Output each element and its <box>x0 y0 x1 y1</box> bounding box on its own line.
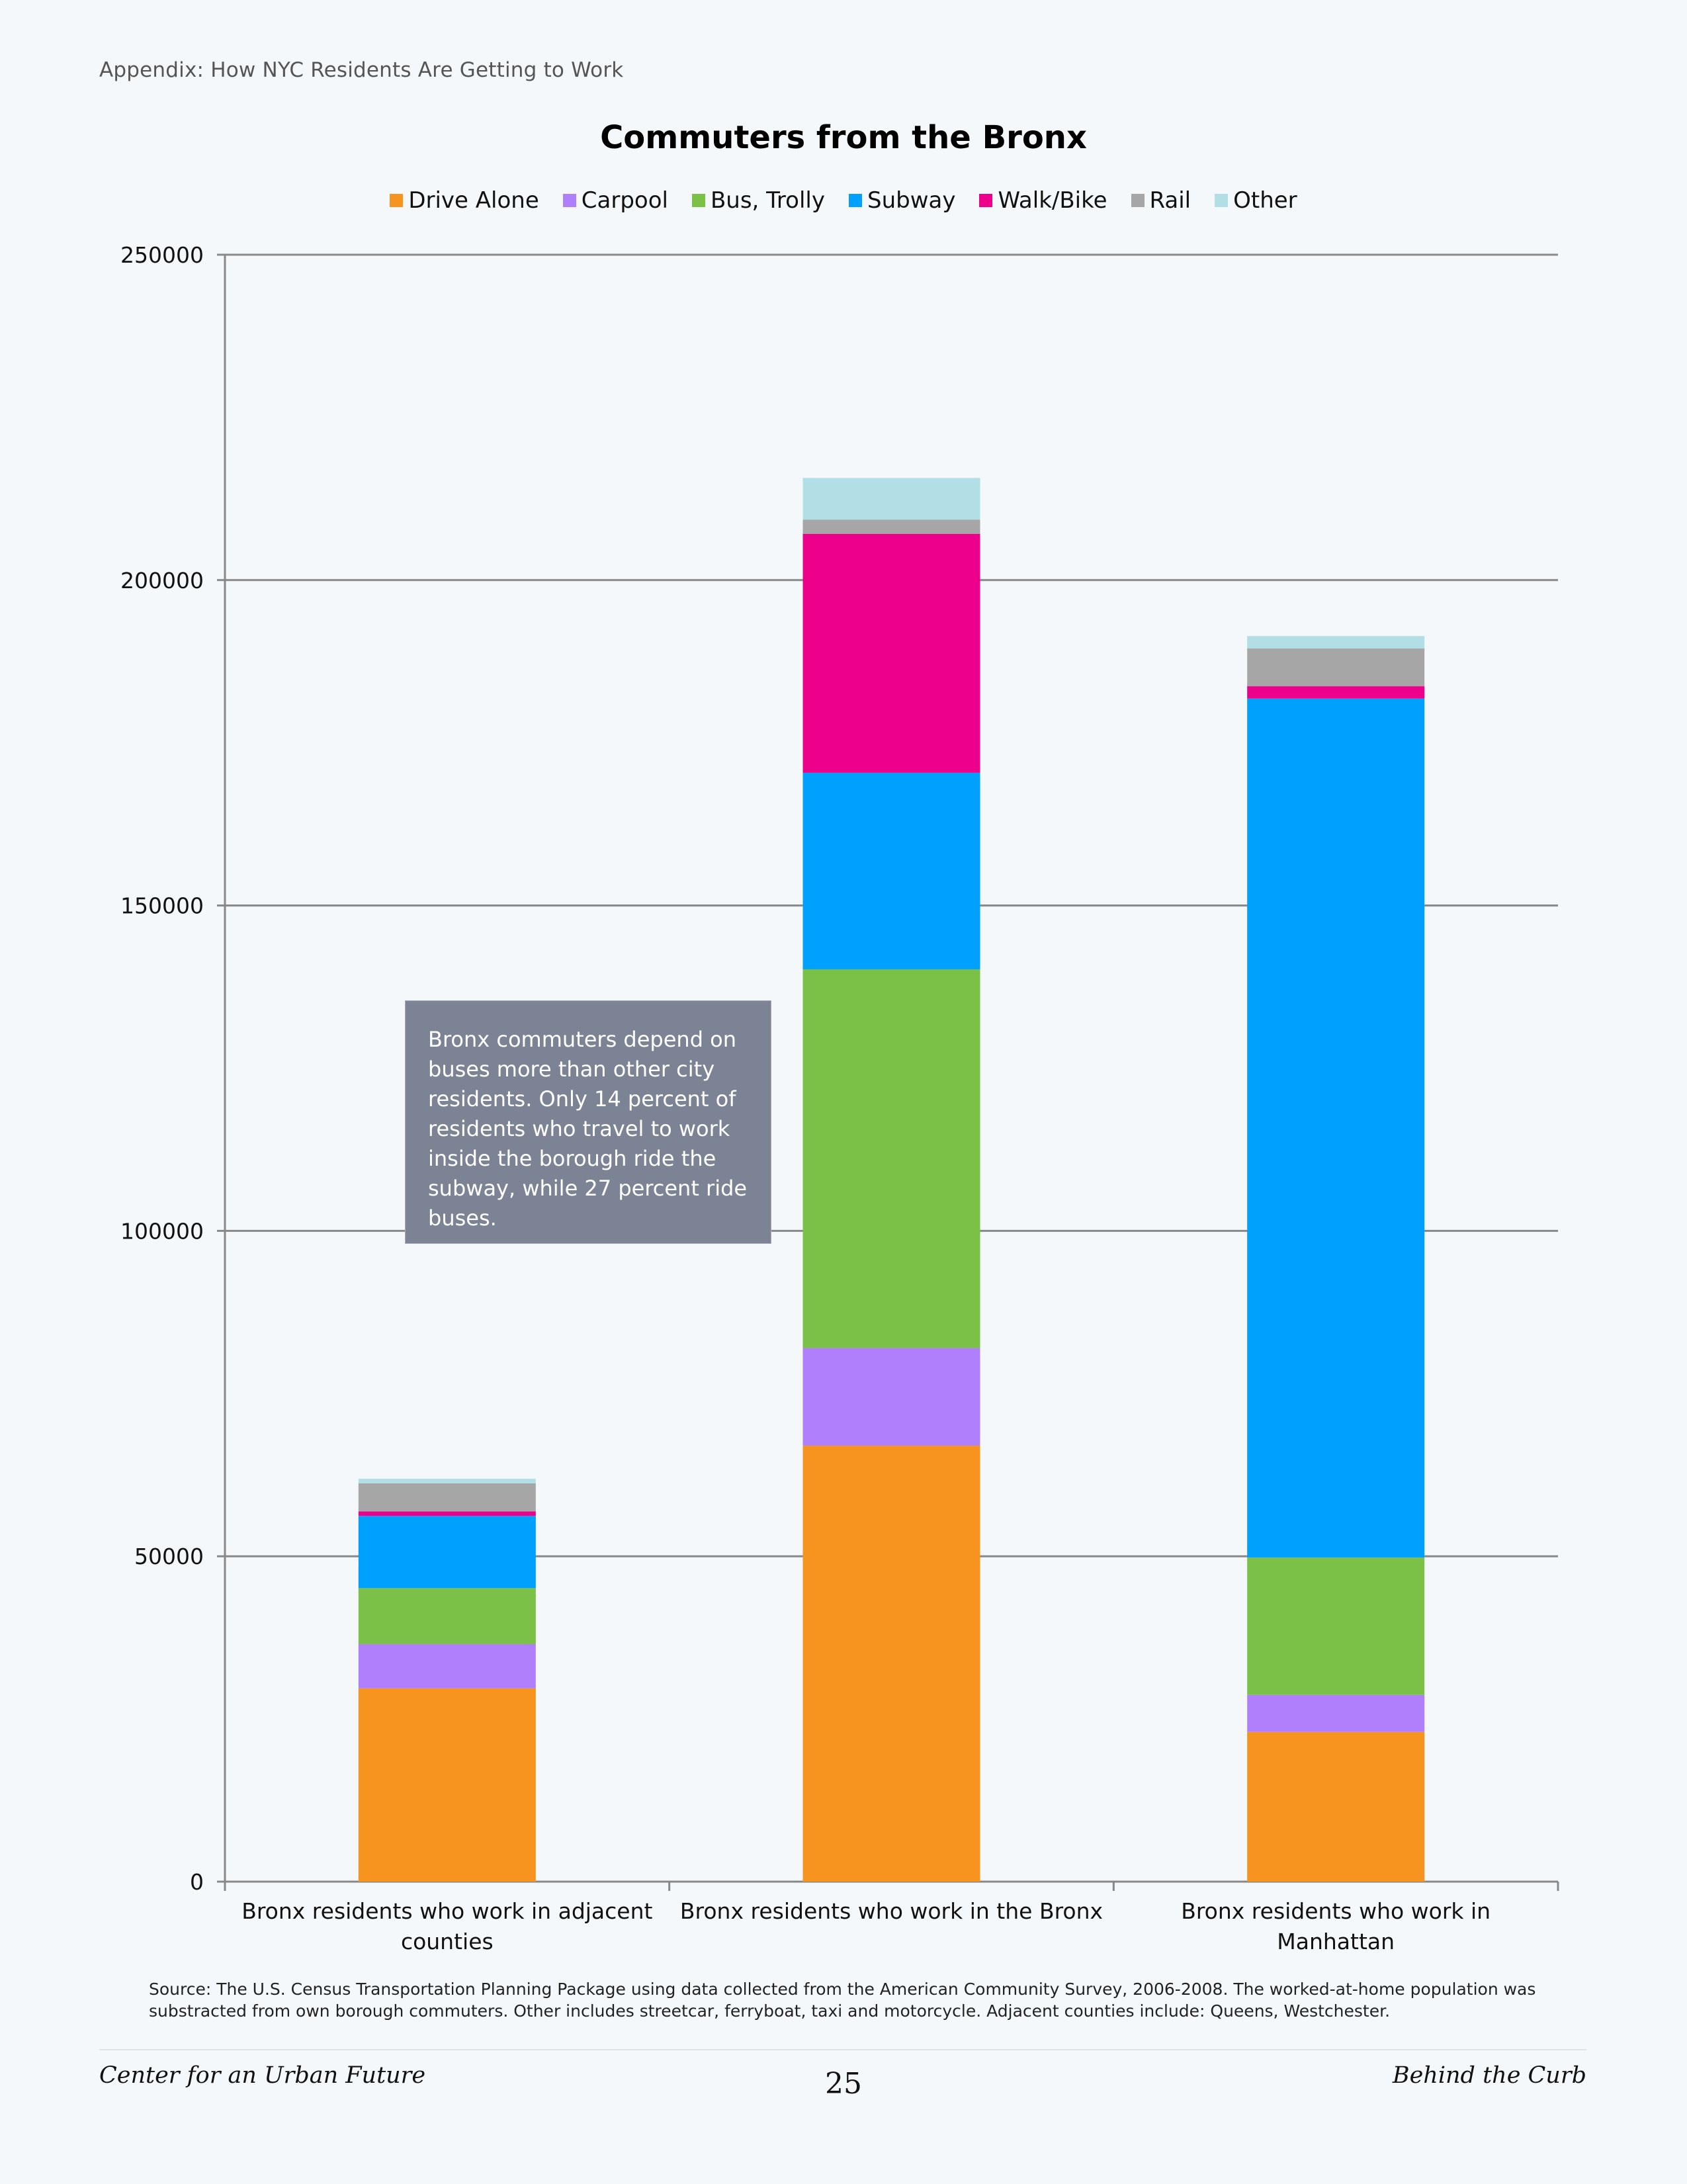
bar-segment-walk-bike <box>1247 686 1425 699</box>
legend-swatch <box>848 194 862 207</box>
legend-label: Subway <box>867 187 956 214</box>
legend-item: Bus, Trolly <box>691 187 825 214</box>
legend-item: Other <box>1215 187 1297 214</box>
bar-segment-other <box>358 1479 536 1484</box>
bar-segment-bus-trolly <box>1247 1557 1425 1695</box>
legend-item: Walk/Bike <box>979 187 1107 214</box>
bar-segment-rail <box>358 1483 536 1512</box>
legend-item: Subway <box>848 187 956 214</box>
legend-swatch <box>1215 194 1229 207</box>
footer-report-title: Behind the Curb <box>1392 2062 1586 2089</box>
source-note: Source: The U.S. Census Transportation P… <box>149 1978 1551 2022</box>
legend-swatch <box>979 194 993 207</box>
footer-divider <box>99 2049 1586 2052</box>
legend-label: Carpool <box>581 187 668 214</box>
legend-label: Rail <box>1149 187 1191 214</box>
y-tick-label: 0 <box>190 1869 204 1895</box>
bar-segment-carpool <box>358 1643 536 1688</box>
legend-label: Bus, Trolly <box>710 187 825 214</box>
bar-segment-other <box>802 478 980 520</box>
source-line-1: Source: The U.S. Census Transportation P… <box>149 1980 1536 1999</box>
bar-segment-bus-trolly <box>802 969 980 1348</box>
y-tick-label: 100000 <box>120 1218 204 1244</box>
bar-segment-walk-bike <box>358 1511 536 1516</box>
bar-stack <box>358 1479 536 1882</box>
legend-item: Rail <box>1131 187 1191 214</box>
bar-segment-rail <box>1247 648 1425 687</box>
legend-swatch <box>691 194 705 207</box>
bar-segment-carpool <box>802 1348 980 1446</box>
bar-segment-bus-trolly <box>358 1588 536 1644</box>
source-line-2: substracted from own borough commuters. … <box>149 2001 1391 2021</box>
chart-plot: 0 50000 100000 150000 200000 250000 <box>120 242 1559 1895</box>
y-tick-label: 250000 <box>120 242 204 268</box>
bar-segment-subway <box>1247 698 1425 1558</box>
bar-segment-drive-alone <box>358 1688 536 1882</box>
bar-segment-carpool <box>1247 1694 1425 1732</box>
y-tick-label: 150000 <box>120 893 204 919</box>
y-tick-label: 50000 <box>134 1544 204 1569</box>
chart-title: Commuters from the Bronx <box>600 119 1087 156</box>
legend-label: Drive Alone <box>408 187 539 214</box>
x-tick-label: Bronx residents who work in Manhattan <box>1181 1898 1491 1954</box>
bar-segment-drive-alone <box>802 1445 980 1882</box>
bar-segment-subway <box>358 1516 536 1589</box>
legend-swatch <box>390 194 404 207</box>
x-tick-label: Bronx residents who work in the Bronx <box>679 1898 1103 1924</box>
legend-swatch <box>562 194 576 207</box>
legend-label: Other <box>1233 187 1297 214</box>
legend-item: Carpool <box>562 187 668 214</box>
legend-label: Walk/Bike <box>998 187 1107 214</box>
footer-organization: Center for an Urban Future <box>99 2062 426 2089</box>
legend-item: Drive Alone <box>390 187 539 214</box>
bar-segment-subway <box>802 772 980 969</box>
legend-swatch <box>1131 194 1145 207</box>
bar-stack <box>1247 636 1425 1882</box>
bar-segment-drive-alone <box>1247 1731 1425 1882</box>
chart-legend: Drive Alone Carpool Bus, Trolly Subway Walk/… <box>0 187 1687 214</box>
y-tick-label: 200000 <box>120 568 204 593</box>
bar-stack <box>802 478 980 1882</box>
bar-segment-other <box>1247 636 1425 649</box>
bar-segment-rail <box>802 519 980 534</box>
bar-segment-walk-bike <box>802 533 980 773</box>
x-tick-label: Bronx residents who work in adjacent cou… <box>241 1898 653 1954</box>
page-number: 25 <box>825 2067 862 2101</box>
page-header: Appendix: How NYC Residents Are Getting … <box>99 58 624 82</box>
chart-annotation: Bronx commuters depend on buses more tha… <box>405 1000 771 1244</box>
